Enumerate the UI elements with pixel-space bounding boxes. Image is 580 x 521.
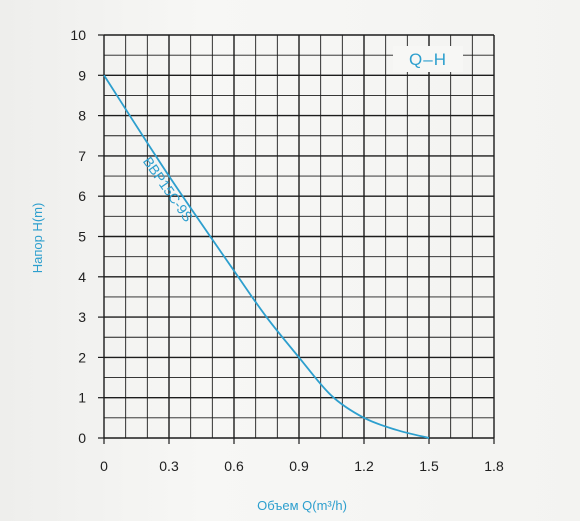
y-tick-label: 7 bbox=[78, 148, 86, 164]
x-tick-label: 0.9 bbox=[289, 458, 309, 474]
series-label: BBP15C-9S bbox=[140, 154, 196, 225]
y-axis-label: Напор H(m) bbox=[30, 203, 45, 274]
y-tick-label: 2 bbox=[78, 349, 86, 365]
y-tick-label: 1 bbox=[78, 390, 86, 406]
grid bbox=[103, 34, 495, 439]
y-tick-label: 8 bbox=[78, 108, 86, 124]
tick-labels: 0 1 2 3 4 5 6 7 8 9 10 0 0.3 0.6 0.9 1.2 1.5 1.8 bbox=[70, 27, 504, 474]
legend-box bbox=[393, 46, 463, 72]
x-tick-label: 0.3 bbox=[159, 458, 179, 474]
y-tick-label: 9 bbox=[78, 67, 86, 83]
x-tick-label: 1.8 bbox=[484, 458, 504, 474]
y-tick-label: 5 bbox=[78, 229, 86, 245]
x-axis-label: Объем Q(m³/h) bbox=[257, 498, 347, 513]
legend-label: Q–H bbox=[409, 50, 447, 69]
x-tick-label: 1.2 bbox=[354, 458, 374, 474]
y-tick-label: 4 bbox=[78, 269, 86, 285]
x-tick-label: 0 bbox=[100, 458, 108, 474]
x-tick-label: 0.6 bbox=[224, 458, 244, 474]
x-tick-label: 1.5 bbox=[419, 458, 439, 474]
series-line bbox=[103, 74, 430, 439]
y-tick-label: 3 bbox=[78, 309, 86, 325]
legend: Q–H bbox=[393, 46, 463, 72]
y-tick-label: 6 bbox=[78, 188, 86, 204]
y-tick-label: 10 bbox=[70, 27, 86, 43]
y-tick-label: 0 bbox=[78, 430, 86, 446]
